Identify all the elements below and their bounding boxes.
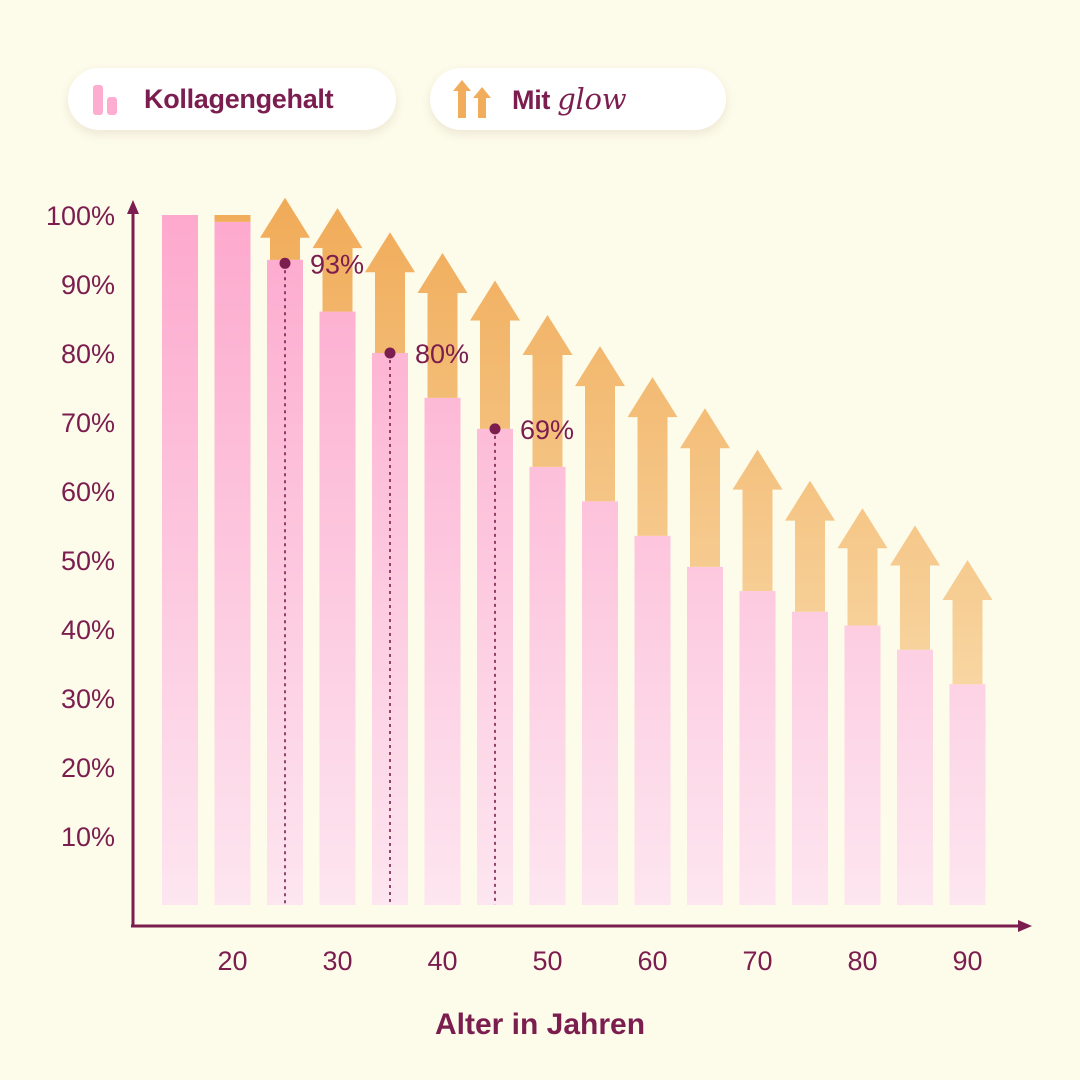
bar-group — [785, 480, 835, 905]
annotation-label: 93% — [310, 249, 364, 279]
annotation-dot — [279, 257, 291, 269]
glow-arrow — [837, 508, 888, 626]
legend-glow: Mit glow — [430, 68, 726, 130]
annotation-dot — [489, 423, 501, 435]
glow-arrow — [732, 449, 783, 592]
y-tick-label: 80% — [61, 339, 115, 369]
bar-group — [890, 525, 940, 905]
x-tick-label: 60 — [637, 946, 667, 976]
collagen-bar — [897, 649, 933, 905]
annotation-label: 80% — [415, 339, 469, 369]
bar-group — [575, 346, 625, 905]
glow-arrow — [890, 525, 940, 650]
y-tick-label: 60% — [61, 477, 115, 507]
annotation-dot — [384, 347, 396, 359]
y-tick-label: 20% — [61, 753, 115, 783]
bar-group — [837, 508, 888, 905]
collagen-bar — [844, 625, 881, 905]
y-tick-label: 10% — [61, 822, 115, 852]
bar-group — [214, 215, 251, 905]
x-tick-label: 30 — [322, 946, 352, 976]
collagen-bar — [687, 566, 723, 905]
bar-group — [365, 232, 415, 905]
glow-cap — [214, 215, 251, 222]
glow-arrow — [365, 232, 415, 353]
legend-glow-label: Mit glow — [512, 82, 627, 116]
glow-arrow — [312, 208, 363, 312]
x-tick-label: 20 — [217, 946, 247, 976]
glow-arrow — [680, 408, 730, 567]
x-tick-label: 90 — [952, 946, 982, 976]
bar-group — [942, 560, 993, 905]
annotation-label: 69% — [520, 415, 574, 445]
y-tick-label: 70% — [61, 408, 115, 438]
collagen-bar — [214, 221, 251, 905]
annotation: 80% — [384, 339, 469, 905]
y-tick-label: 40% — [61, 615, 115, 645]
up-arrows-icon — [453, 80, 491, 118]
x-tick-label: 70 — [742, 946, 772, 976]
bar-group — [312, 208, 363, 906]
y-tick-label: 100% — [46, 201, 115, 231]
legend-glow-word: glow — [557, 82, 627, 116]
glow-arrow — [417, 252, 468, 398]
bar-group — [522, 315, 573, 905]
collagen-bar — [634, 535, 671, 905]
glow-arrow — [260, 197, 310, 260]
y-axis-arrow — [127, 200, 139, 214]
glow-arrow — [627, 377, 678, 536]
collagen-bar — [424, 397, 461, 905]
bar-group — [680, 408, 730, 905]
glow-arrow — [785, 480, 835, 612]
collagen-bar — [529, 466, 566, 905]
collagen-bar — [949, 684, 986, 905]
legend-collagen-label: Kollagengehalt — [144, 83, 334, 114]
y-tick-label: 50% — [61, 546, 115, 576]
y-tick-label: 90% — [61, 270, 115, 300]
x-tick-label: 50 — [532, 946, 562, 976]
bar-group — [732, 449, 783, 905]
collagen-bar — [582, 501, 618, 905]
bar-group — [260, 197, 310, 906]
legend-collagen: Kollagengehalt — [68, 68, 396, 130]
x-axis-arrow — [1018, 920, 1032, 932]
annotation: 69% — [489, 415, 574, 905]
collagen-bar — [739, 591, 776, 905]
x-tick-label: 40 — [427, 946, 457, 976]
x-tick-label: 80 — [847, 946, 877, 976]
collagen-bar — [319, 311, 356, 906]
glow-arrow — [522, 315, 573, 467]
annotation: 93% — [279, 249, 364, 905]
bar-group — [417, 252, 468, 905]
legend-glow-prefix: Mit — [512, 85, 551, 115]
bar-group — [627, 377, 678, 905]
bar-group — [162, 215, 198, 905]
y-tick-label: 30% — [61, 684, 115, 714]
collagen-bar — [792, 611, 828, 905]
glow-arrow — [575, 346, 625, 502]
bar-chart-icon — [93, 85, 117, 115]
collagen-bar — [162, 215, 198, 905]
glow-arrow — [470, 280, 520, 429]
x-axis-title: Alter in Jahren — [435, 1008, 645, 1041]
glow-arrow — [942, 560, 993, 685]
